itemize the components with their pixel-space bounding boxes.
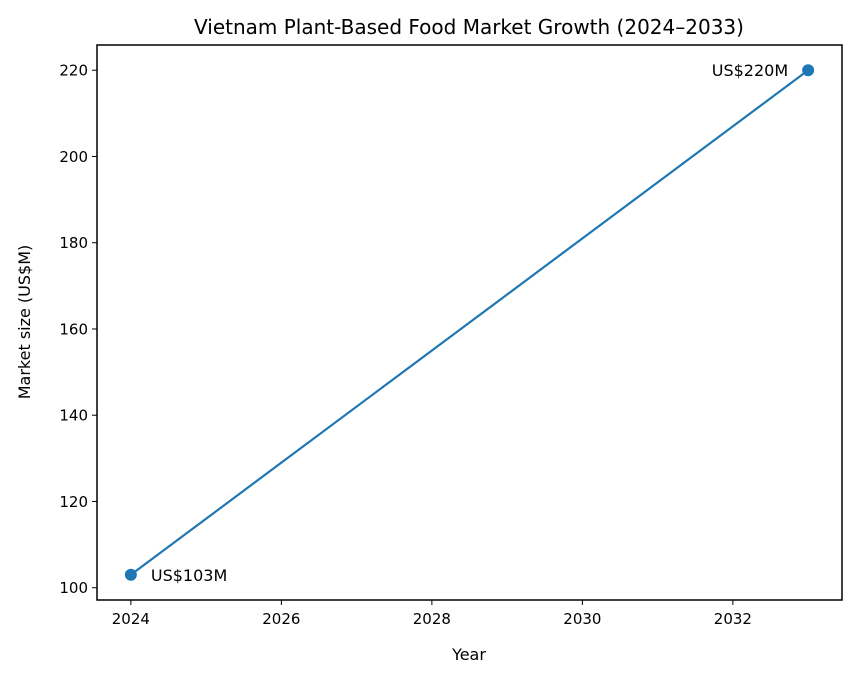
y-tick-label: 180	[59, 234, 88, 252]
chart-title: Vietnam Plant-Based Food Market Growth (…	[194, 15, 744, 39]
plot-area: US$103M US$220M	[124, 61, 815, 585]
y-tick-label: 140	[59, 407, 88, 425]
series-line	[130, 69, 809, 576]
x-axis-label: Year	[451, 645, 486, 664]
y-tick-label: 160	[59, 320, 88, 338]
y-tick-label: 100	[59, 579, 88, 597]
y-tick-label: 120	[59, 493, 88, 511]
y-axis-ticks: 100 120 140 160 180 200 220	[59, 62, 97, 597]
data-point-marker	[802, 64, 815, 77]
y-axis-label: Market size (US$M)	[15, 245, 34, 400]
x-tick-label: 2028	[413, 610, 451, 628]
y-tick-label: 220	[59, 62, 88, 80]
x-tick-label: 2024	[112, 610, 150, 628]
x-axis-ticks: 2024 2026 2028 2030 2032	[112, 600, 752, 628]
x-tick-label: 2030	[563, 610, 601, 628]
y-tick-label: 200	[59, 148, 88, 166]
data-label: US$220M	[712, 61, 788, 80]
data-label: US$103M	[151, 566, 227, 585]
x-tick-label: 2032	[714, 610, 752, 628]
data-point-marker	[124, 568, 137, 581]
axes-frame	[96, 44, 843, 601]
x-tick-label: 2026	[262, 610, 300, 628]
